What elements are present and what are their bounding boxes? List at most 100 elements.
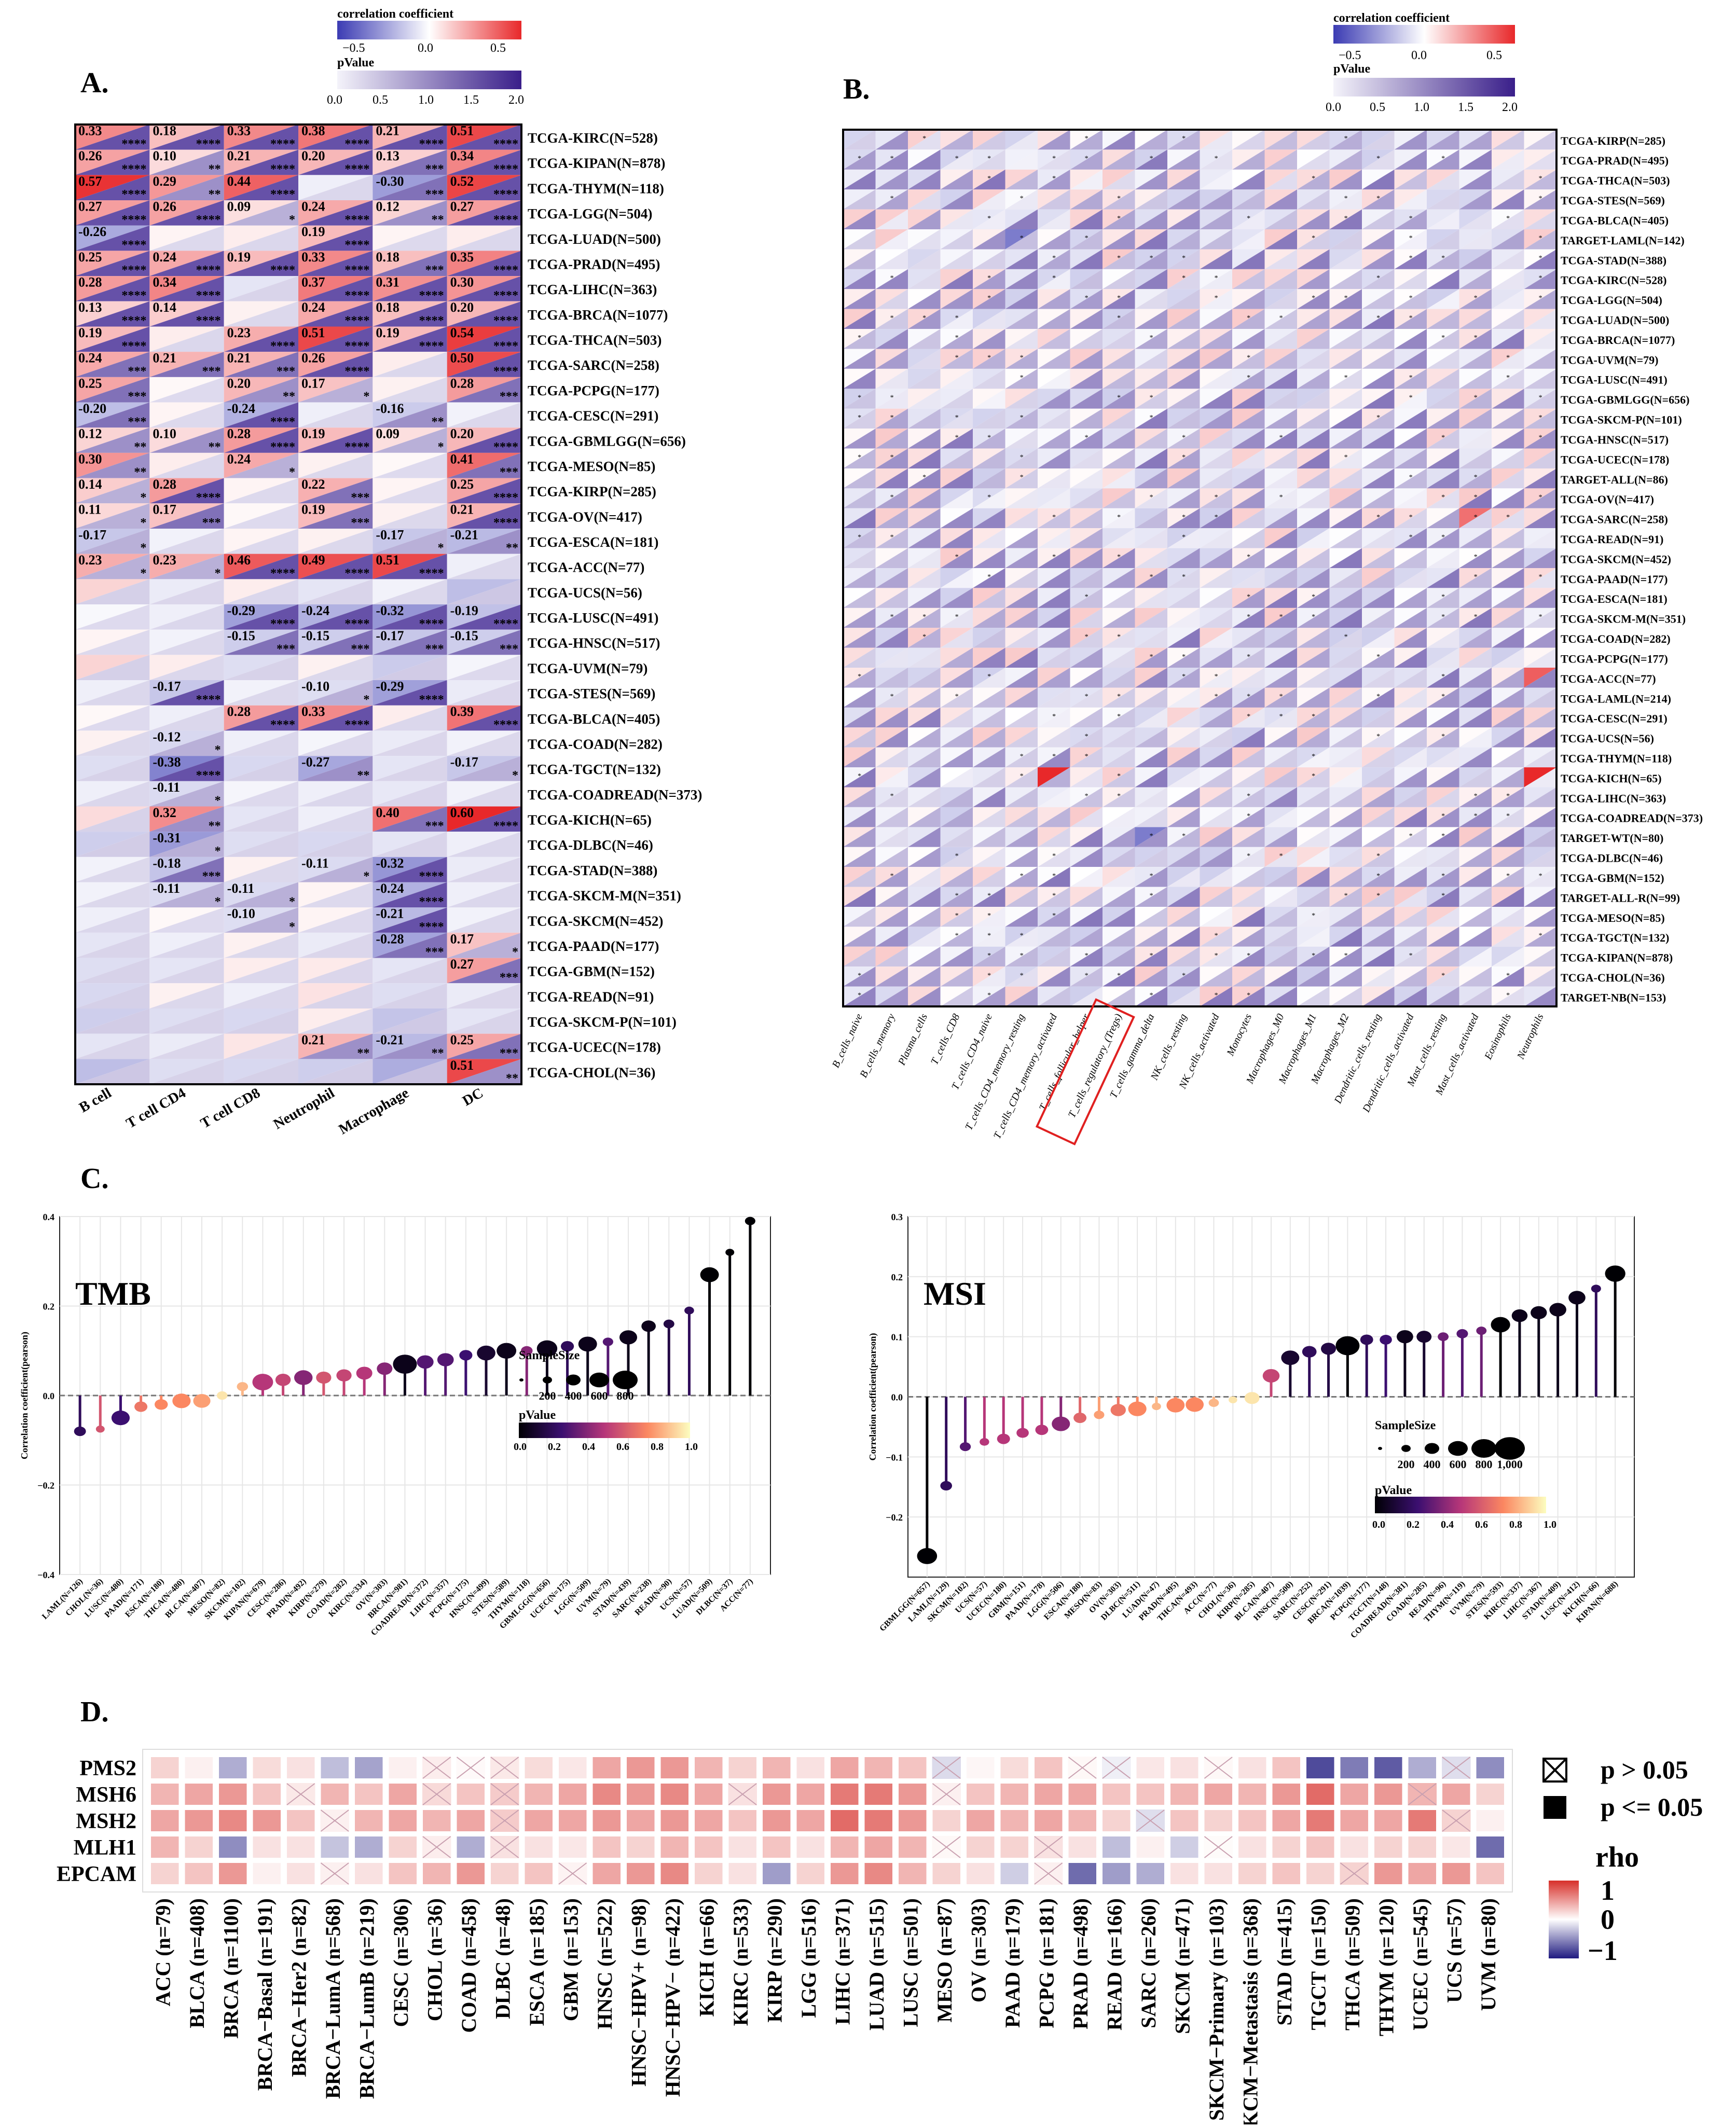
corr-triangle bbox=[1329, 349, 1362, 369]
corr-triangle bbox=[875, 169, 908, 190]
corr-triangle bbox=[1264, 647, 1297, 668]
size-legend-dot bbox=[1378, 1447, 1382, 1450]
corr-triangle bbox=[1200, 548, 1232, 568]
pvalue-triangle bbox=[1167, 408, 1200, 429]
pvalue-triangle bbox=[1297, 986, 1330, 1006]
pvalue-tick-label: 0.8 bbox=[651, 1441, 664, 1453]
corr-triangle bbox=[1005, 827, 1038, 847]
corr-triangle bbox=[1167, 927, 1200, 947]
rho-cell bbox=[967, 1836, 995, 1858]
pvalue-triangle bbox=[1492, 927, 1524, 947]
pvalue-triangle bbox=[1135, 209, 1167, 230]
pvalue-triangle bbox=[1394, 568, 1427, 588]
pvalue-triangle bbox=[1264, 349, 1297, 369]
pvalue-triangle bbox=[1297, 189, 1330, 210]
corr-triangle bbox=[224, 1008, 298, 1034]
pvalue-triangle bbox=[1459, 368, 1492, 389]
corr-triangle bbox=[1038, 946, 1070, 967]
pvalue-triangle bbox=[1459, 668, 1492, 688]
corr-triangle bbox=[298, 301, 373, 327]
pvalue-triangle bbox=[224, 907, 298, 933]
corr-value-label: -0.10 bbox=[301, 679, 329, 694]
pvalue-triangle bbox=[1264, 946, 1297, 967]
significance-star: * bbox=[1085, 793, 1089, 800]
row-label: TCGA-PAAD(N=177) bbox=[528, 938, 659, 954]
row-label: TCGA-HNSC(N=517) bbox=[528, 636, 660, 651]
corr-triangle bbox=[298, 680, 373, 706]
significance-star: * bbox=[1344, 135, 1348, 143]
significance-star: * bbox=[1150, 155, 1153, 163]
pvalue-triangle bbox=[843, 149, 876, 170]
corr-triangle bbox=[1297, 169, 1330, 190]
corr-triangle bbox=[940, 468, 973, 489]
significance-star: * bbox=[1376, 852, 1380, 860]
pvalue-triangle bbox=[1103, 687, 1135, 708]
corr-triangle bbox=[1135, 687, 1167, 708]
pvalue-triangle bbox=[75, 175, 150, 201]
pvalue-triangle bbox=[875, 747, 908, 768]
row-label: TCGA-CESC(N=291) bbox=[1561, 712, 1668, 725]
lollipop-point bbox=[1360, 1334, 1373, 1345]
corr-triangle bbox=[1459, 289, 1492, 309]
pvalue-triangle bbox=[1394, 488, 1427, 508]
cancer-label: LIHC (n=371) bbox=[831, 1898, 855, 2025]
pvalue-triangle bbox=[373, 832, 447, 857]
pvalue-triangle bbox=[1297, 867, 1330, 887]
gene-label: MLH1 bbox=[74, 1836, 136, 1860]
pvalue-triangle bbox=[298, 756, 373, 781]
corr-triangle bbox=[1264, 189, 1297, 210]
pvalue-triangle bbox=[1232, 588, 1265, 608]
corr-triangle bbox=[1135, 867, 1167, 887]
rho-cell bbox=[728, 1810, 756, 1831]
corr-triangle bbox=[1005, 149, 1038, 170]
corr-triangle bbox=[1232, 548, 1265, 568]
significance-star: * bbox=[1247, 653, 1250, 661]
significance-stars: *** bbox=[425, 188, 444, 201]
corr-triangle bbox=[1524, 727, 1556, 748]
corr-triangle bbox=[1232, 787, 1265, 807]
significance-star: * bbox=[858, 454, 861, 462]
significance-stars: **** bbox=[493, 819, 518, 833]
pvalue-triangle bbox=[1492, 508, 1524, 529]
row-label: TARGET-LAML(N=142) bbox=[1561, 234, 1685, 247]
row-label: TCGA-UCS(N=56) bbox=[528, 585, 642, 600]
rho-cell bbox=[151, 1784, 179, 1805]
corr-triangle bbox=[1459, 946, 1492, 967]
corr-triangle bbox=[1103, 647, 1135, 668]
corr-triangle bbox=[224, 352, 298, 377]
corr-triangle bbox=[1427, 169, 1459, 190]
significance-star: * bbox=[1376, 693, 1380, 701]
corr-triangle bbox=[1524, 927, 1556, 947]
pvalue-triangle bbox=[908, 429, 941, 449]
pvalue-triangle bbox=[1362, 707, 1395, 728]
lollipop-point bbox=[1568, 1291, 1586, 1305]
pvalue-triangle bbox=[373, 326, 447, 352]
pvalue-triangle bbox=[1167, 628, 1200, 648]
significance-stars: * bbox=[215, 567, 221, 580]
pvalue-triangle bbox=[1297, 368, 1330, 389]
pvalue-triangle bbox=[1362, 986, 1395, 1006]
pvalue-triangle bbox=[973, 448, 1005, 468]
y-tick-label: 0.0 bbox=[891, 1392, 903, 1403]
pvalue-triangle bbox=[373, 1008, 447, 1034]
size-legend-dot bbox=[589, 1372, 609, 1388]
cancer-label: COAD (n=458) bbox=[457, 1898, 480, 2033]
corr-triangle bbox=[1329, 986, 1362, 1006]
rho-cell bbox=[593, 1863, 621, 1884]
significance-star: * bbox=[1441, 255, 1445, 263]
corr-triangle bbox=[973, 647, 1005, 668]
significance-star: * bbox=[1506, 374, 1510, 382]
pvalue-triangle bbox=[224, 756, 298, 781]
significance-stars: *** bbox=[277, 642, 295, 656]
significance-star: * bbox=[1474, 493, 1478, 501]
pvalue-triangle bbox=[149, 352, 224, 377]
corr-triangle bbox=[940, 628, 973, 648]
pvalue-triangle bbox=[1297, 528, 1330, 548]
significance-stars: ** bbox=[134, 466, 146, 479]
rho-cell bbox=[1068, 1810, 1096, 1831]
pvalue-triangle bbox=[373, 452, 447, 478]
pvalue-triangle bbox=[447, 125, 521, 150]
p-tick-b-3: 1.5 bbox=[1458, 101, 1473, 114]
significance-star: * bbox=[1279, 613, 1283, 621]
corr-triangle bbox=[1524, 707, 1556, 728]
